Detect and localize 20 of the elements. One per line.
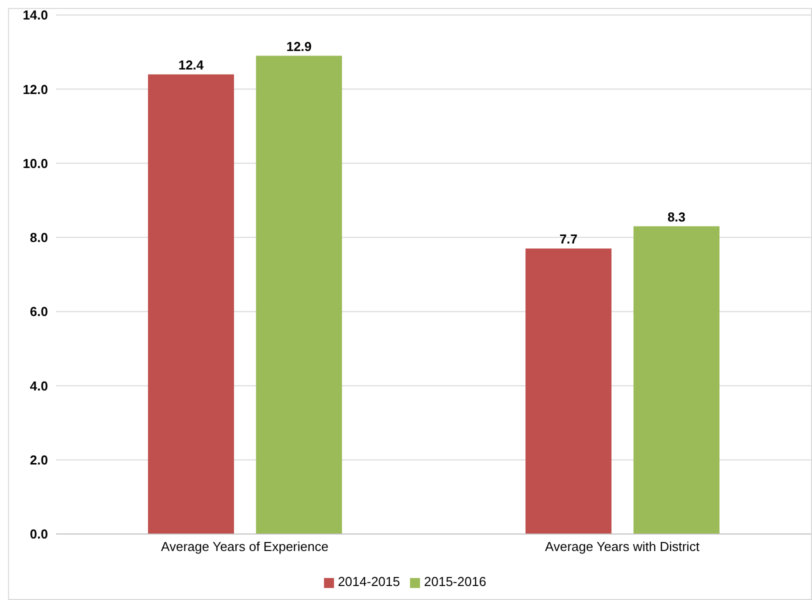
- x-tick-label: Average Years of Experience: [161, 539, 328, 554]
- legend-label: 2014-2015: [338, 574, 400, 589]
- x-tick-label: Average Years with District: [545, 539, 700, 554]
- y-tick-label: 12.0: [22, 82, 48, 97]
- legend-label: 2015-2016: [424, 574, 486, 589]
- data-label: 7.7: [559, 232, 578, 247]
- y-tick-label: 2.0: [30, 452, 48, 468]
- y-tick-label: 0.0: [30, 526, 48, 542]
- y-tick-label: 6.0: [30, 304, 48, 320]
- data-label: 12.9: [286, 38, 312, 54]
- y-tick-label: 10.0: [22, 156, 48, 171]
- data-label: 12.4: [178, 57, 204, 72]
- bar: [634, 226, 720, 534]
- y-tick-label: 14.0: [22, 8, 48, 23]
- y-tick-label: 8.0: [30, 230, 48, 246]
- y-tick-label: 4.0: [30, 378, 48, 394]
- bar: [148, 74, 234, 534]
- data-label: 8.3: [667, 209, 686, 224]
- bar: [256, 56, 342, 534]
- bar: [526, 248, 612, 534]
